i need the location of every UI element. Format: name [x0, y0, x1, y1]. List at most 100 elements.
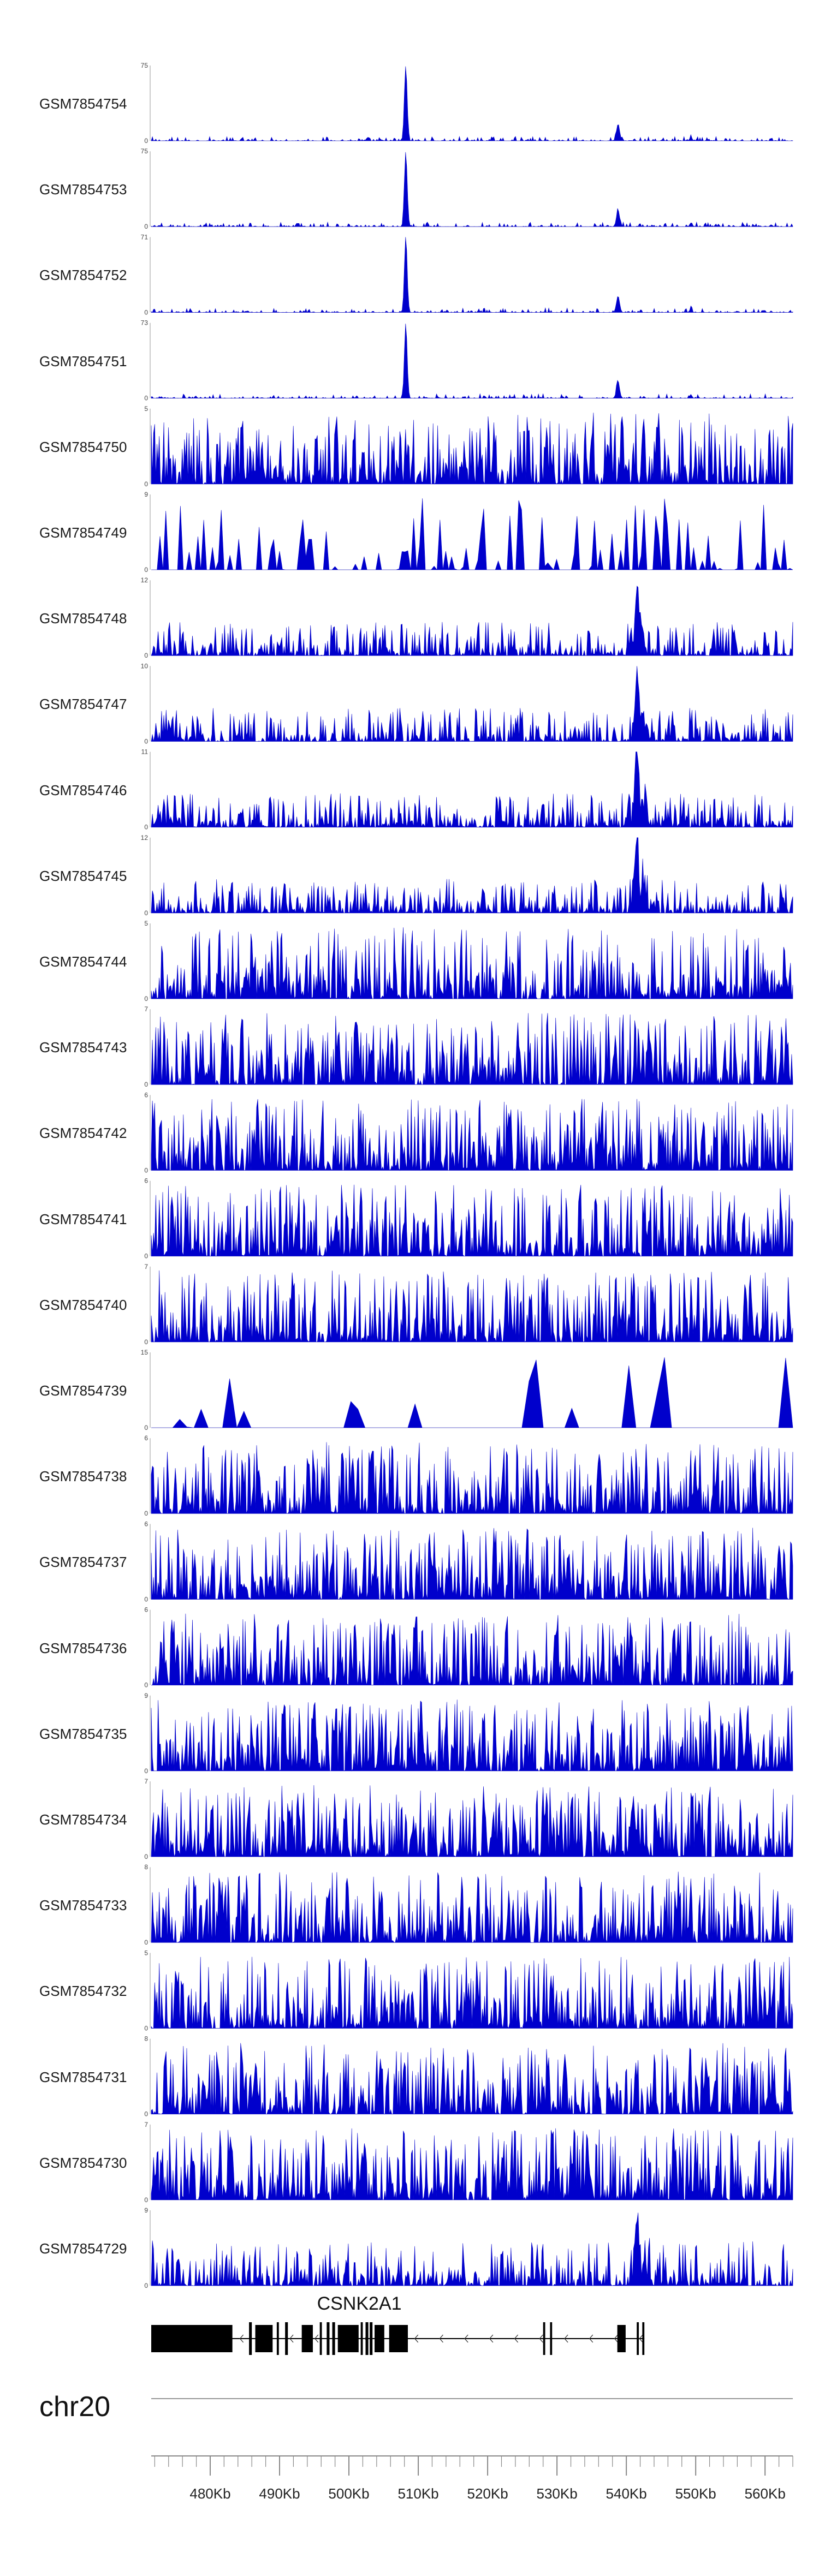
signal-track: 60 [144, 1091, 793, 1174]
signal-area [151, 2128, 793, 2201]
track-label: GSM7854749 [39, 524, 127, 541]
track-ymin-label: 0 [144, 2196, 148, 2204]
track-ymax-label: 5 [144, 920, 148, 927]
track-label: GSM7854753 [39, 181, 127, 198]
track-ymax-label: 9 [144, 1692, 148, 1700]
track-label: GSM7854738 [39, 1468, 127, 1485]
track-label: GSM7854733 [39, 1897, 127, 1914]
signal-area [151, 837, 793, 914]
signal-area [151, 498, 793, 571]
track-ymax-label: 10 [141, 662, 149, 670]
track-label: GSM7854735 [39, 1725, 127, 1742]
signal-area [151, 1528, 793, 1600]
track-ymin-label: 0 [144, 1681, 148, 1689]
gene-exon [301, 2325, 313, 2352]
signal-area [151, 586, 793, 657]
signal-track: 50 [144, 405, 793, 488]
gene-exon [389, 2325, 408, 2352]
signal-track: 12 0 [141, 576, 793, 659]
signal-track: 90 [144, 1692, 793, 1775]
signal-area [151, 927, 793, 1000]
signal-area [151, 1270, 793, 1343]
track-ymin-label: 0 [144, 1424, 148, 1432]
axis-tick-label: 520Kb [467, 2485, 508, 2502]
signal-area [151, 1099, 793, 1171]
track-ymax-label: 75 [141, 147, 149, 155]
axis-tick-label: 540Kb [606, 2485, 647, 2502]
track-ymax-label: 6 [144, 1520, 148, 1528]
axis-tick-label: 560Kb [745, 2485, 786, 2502]
signal-track: 60 [144, 1520, 793, 1603]
track-label: GSM7854740 [39, 1296, 127, 1313]
track-ymin-label: 0 [144, 909, 148, 917]
track-label: GSM7854752 [39, 267, 127, 284]
signal-track: 60 [144, 1606, 793, 1689]
track-ymin-label: 0 [144, 1767, 148, 1775]
track-ymin-label: 0 [144, 395, 148, 402]
track-label: GSM7854736 [39, 1639, 127, 1656]
track-ymin-label: 0 [144, 1853, 148, 1861]
signal-area [151, 152, 793, 228]
gene-exon [617, 2325, 626, 2352]
gene-exon [249, 2322, 252, 2355]
track-ymax-label: 7 [144, 1778, 148, 1785]
gene-exon [360, 2322, 363, 2355]
track-label: GSM7854739 [39, 1382, 127, 1399]
signal-area [151, 1785, 793, 1858]
track-ymin-label: 0 [144, 737, 148, 745]
track-ymin-label: 0 [144, 1253, 148, 1260]
strand-chevron [639, 2334, 643, 2343]
signal-area [151, 323, 793, 399]
gene-track: CSNK2A1 [151, 2293, 645, 2355]
track-ymax-label: 11 [141, 748, 149, 756]
gene-exon [319, 2322, 322, 2355]
track-label: GSM7854754 [39, 96, 127, 112]
track-ymin-label: 0 [144, 480, 148, 488]
track-ymax-label: 8 [144, 1863, 148, 1871]
signal-track: 15 0 [141, 1349, 793, 1432]
genome-axis: 480Kb 490Kb 500Kb 510Kb 520Kb 530Kb 540Kb 550Kb… [151, 2455, 793, 2502]
strand-chevron [564, 2334, 568, 2343]
track-ymin-label: 0 [144, 652, 148, 659]
track-ymax-label: 7 [144, 1263, 148, 1271]
track-label: GSM7854745 [39, 867, 127, 884]
track-ymin-label: 0 [144, 1510, 148, 1517]
signal-track: 90 [144, 491, 793, 574]
signal-track: 12 0 [141, 834, 793, 917]
track-ymax-label: 7 [144, 1005, 148, 1013]
gene-exon [327, 2322, 330, 2355]
signal-area [151, 1957, 793, 2029]
track-ymax-label: 12 [141, 834, 149, 842]
strand-chevron [239, 2334, 244, 2343]
strand-chevron [489, 2334, 494, 2343]
track-ymin-label: 0 [144, 2024, 148, 2032]
track-label: GSM7854751 [39, 353, 127, 369]
signal-track: 60 [144, 1177, 793, 1260]
signal-track: 11 0 [141, 748, 793, 831]
signal-track: 80 [144, 1863, 793, 1946]
signal-track: 70 [144, 1263, 793, 1346]
signal-track: 71 0 [141, 233, 793, 316]
gene-exon [550, 2322, 553, 2355]
track-label: GSM7854734 [39, 1811, 127, 1828]
axis-tick-label: 500Kb [328, 2485, 369, 2502]
track-ymax-label: 9 [144, 491, 148, 498]
track-ymax-label: 6 [144, 1434, 148, 1442]
track-ymin-label: 0 [144, 137, 148, 145]
signal-area [151, 2043, 793, 2115]
signal-track: 80 [144, 2035, 793, 2118]
gene-name-label: CSNK2A1 [317, 2293, 402, 2314]
strand-chevron [314, 2334, 319, 2343]
track-label: GSM7854747 [39, 696, 127, 713]
signal-area [151, 752, 793, 828]
track-ymax-label: 15 [141, 1349, 149, 1356]
gene-exon [543, 2322, 545, 2355]
track-ymin-label: 0 [144, 566, 148, 574]
gene-exon [285, 2322, 288, 2355]
track-label: GSM7854750 [39, 438, 127, 455]
track-label: GSM7854742 [39, 1125, 127, 1142]
signal-track: 70 [144, 1005, 793, 1088]
gene-exon [375, 2325, 384, 2352]
track-ymin-label: 0 [144, 223, 148, 230]
chromosome-label: chr20 [39, 2391, 111, 2423]
